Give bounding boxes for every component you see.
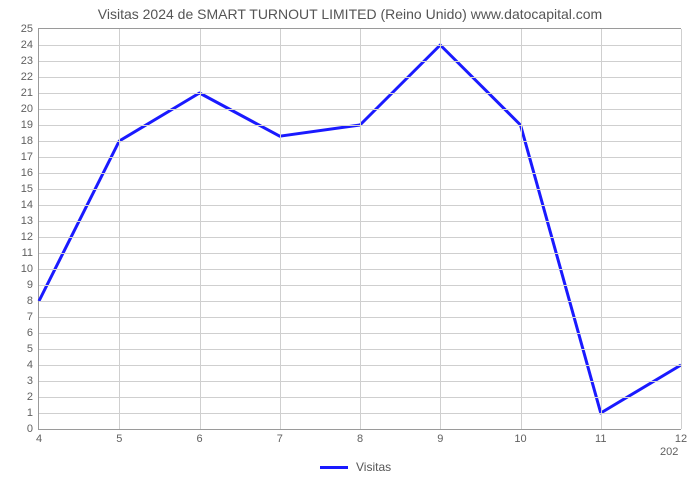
y-tick-label: 22 xyxy=(21,71,39,83)
y-tick-label: 15 xyxy=(21,183,39,195)
x-tick-label: 12 xyxy=(675,429,687,445)
gridline-horizontal xyxy=(39,45,681,46)
gridline-horizontal xyxy=(39,205,681,206)
y-tick-label: 7 xyxy=(27,311,39,323)
gridline-horizontal xyxy=(39,141,681,142)
gridline-vertical xyxy=(681,29,682,429)
plot-area: 4567891011120123456789101112131415161718… xyxy=(38,28,681,430)
y-tick-label: 12 xyxy=(21,231,39,243)
y-tick-label: 11 xyxy=(22,247,39,259)
gridline-vertical xyxy=(360,29,361,429)
y-tick-label: 5 xyxy=(27,343,39,355)
y-tick-label: 18 xyxy=(21,135,39,147)
y-tick-label: 13 xyxy=(21,215,39,227)
legend: Visitas xyxy=(320,460,391,474)
x-tick-label: 8 xyxy=(357,429,363,445)
gridline-horizontal xyxy=(39,77,681,78)
y-tick-label: 20 xyxy=(21,103,39,115)
gridline-horizontal xyxy=(39,333,681,334)
y-tick-label: 25 xyxy=(21,23,39,35)
gridline-horizontal xyxy=(39,125,681,126)
gridline-horizontal xyxy=(39,253,681,254)
y-tick-label: 6 xyxy=(27,327,39,339)
x-tick-label: 9 xyxy=(437,429,443,445)
gridline-horizontal xyxy=(39,269,681,270)
y-tick-label: 0 xyxy=(27,423,39,435)
legend-swatch xyxy=(320,466,348,469)
y-tick-label: 24 xyxy=(21,39,39,51)
gridline-horizontal xyxy=(39,301,681,302)
gridline-horizontal xyxy=(39,349,681,350)
y-tick-label: 19 xyxy=(21,119,39,131)
gridline-horizontal xyxy=(39,397,681,398)
x-tick-label: 6 xyxy=(196,429,202,445)
y-tick-label: 1 xyxy=(27,407,39,419)
x-tick-label: 7 xyxy=(277,429,283,445)
y-tick-label: 17 xyxy=(21,151,39,163)
chart-title: Visitas 2024 de SMART TURNOUT LIMITED (R… xyxy=(0,6,700,22)
y-tick-label: 4 xyxy=(27,359,39,371)
y-tick-label: 3 xyxy=(27,375,39,387)
y-tick-label: 14 xyxy=(21,199,39,211)
gridline-horizontal xyxy=(39,93,681,94)
gridline-horizontal xyxy=(39,413,681,414)
gridline-horizontal xyxy=(39,365,681,366)
gridline-horizontal xyxy=(39,381,681,382)
gridline-vertical xyxy=(440,29,441,429)
x-axis-sublabel: 202 xyxy=(660,446,678,458)
x-tick-label: 5 xyxy=(116,429,122,445)
gridline-horizontal xyxy=(39,157,681,158)
gridline-horizontal xyxy=(39,173,681,174)
gridline-vertical xyxy=(119,29,120,429)
y-tick-label: 16 xyxy=(21,167,39,179)
gridline-vertical xyxy=(601,29,602,429)
y-tick-label: 9 xyxy=(27,279,39,291)
y-tick-label: 10 xyxy=(21,263,39,275)
gridline-horizontal xyxy=(39,221,681,222)
gridline-horizontal xyxy=(39,189,681,190)
legend-label: Visitas xyxy=(356,460,391,474)
x-tick-label: 11 xyxy=(595,429,606,445)
y-tick-label: 23 xyxy=(21,55,39,67)
gridline-horizontal xyxy=(39,285,681,286)
gridline-horizontal xyxy=(39,317,681,318)
gridline-vertical xyxy=(280,29,281,429)
gridline-horizontal xyxy=(39,109,681,110)
y-tick-label: 21 xyxy=(21,87,39,99)
y-tick-label: 8 xyxy=(27,295,39,307)
gridline-horizontal xyxy=(39,237,681,238)
x-tick-label: 10 xyxy=(514,429,526,445)
gridline-vertical xyxy=(200,29,201,429)
gridline-horizontal xyxy=(39,61,681,62)
y-tick-label: 2 xyxy=(27,391,39,403)
gridline-vertical xyxy=(521,29,522,429)
